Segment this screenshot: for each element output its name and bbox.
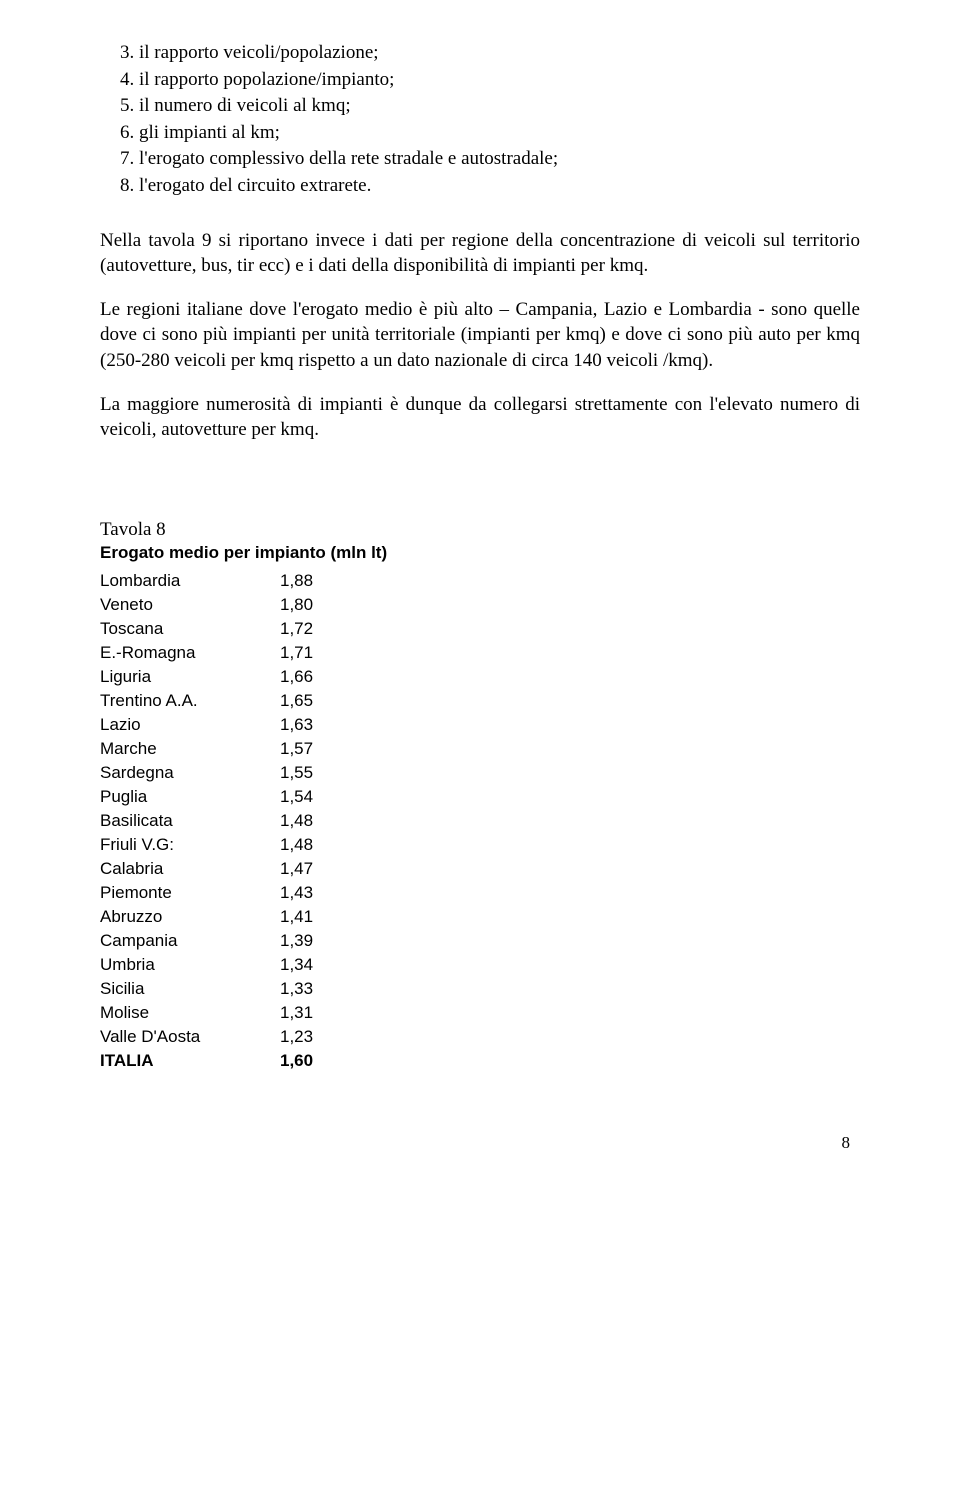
list-item-number: 6.: [120, 122, 139, 143]
table-row: Liguria1,66: [100, 665, 340, 689]
list-item-number: 5.: [120, 95, 139, 116]
table-cell-value: 1,66: [280, 665, 340, 689]
data-table: Lombardia1,88Veneto1,80Toscana1,72E.-Rom…: [100, 569, 340, 1073]
table-cell-region: E.-Romagna: [100, 641, 280, 665]
table-cell-region: Lombardia: [100, 569, 280, 593]
table-cell-value: 1,48: [280, 833, 340, 857]
list-item-text: il rapporto veicoli/popolazione;: [139, 42, 379, 63]
list-item: 7. l'erogato complessivo della rete stra…: [100, 146, 860, 173]
table-row: Molise1,31: [100, 1001, 340, 1025]
table-cell-region: Liguria: [100, 665, 280, 689]
paragraph-3: La maggiore numerosità di impianti è dun…: [100, 392, 860, 443]
table-cell-value: 1,57: [280, 737, 340, 761]
list-item-number: 3.: [120, 42, 139, 63]
list-item: 6. gli impianti al km;: [100, 120, 860, 147]
table-row: Calabria1,47: [100, 857, 340, 881]
table-cell-value: 1,55: [280, 761, 340, 785]
table-cell-value: 1,41: [280, 905, 340, 929]
table-cell-region: ITALIA: [100, 1049, 280, 1073]
table-row: Sardegna1,55: [100, 761, 340, 785]
table-row: Abruzzo1,41: [100, 905, 340, 929]
table-cell-value: 1,71: [280, 641, 340, 665]
table-cell-value: 1,88: [280, 569, 340, 593]
table-cell-region: Trentino A.A.: [100, 689, 280, 713]
table-cell-region: Sicilia: [100, 977, 280, 1001]
table-cell-value: 1,23: [280, 1025, 340, 1049]
list-item-text: il numero di veicoli al kmq;: [139, 95, 351, 116]
table-cell-value: 1,33: [280, 977, 340, 1001]
table-cell-region: Molise: [100, 1001, 280, 1025]
list-item: 5. il numero di veicoli al kmq;: [100, 93, 860, 120]
table-row: Valle D'Aosta1,23: [100, 1025, 340, 1049]
table-cell-region: Marche: [100, 737, 280, 761]
table-row: E.-Romagna1,71: [100, 641, 340, 665]
paragraph-2: Le regioni italiane dove l'erogato medio…: [100, 297, 860, 374]
table-cell-value: 1,47: [280, 857, 340, 881]
paragraph-1: Nella tavola 9 si riportano invece i dat…: [100, 228, 860, 279]
table-row: Umbria1,34: [100, 953, 340, 977]
table-title: Tavola 8: [100, 519, 860, 541]
list-item: 8. l'erogato del circuito extrarete.: [100, 173, 860, 200]
table-cell-value: 1,65: [280, 689, 340, 713]
page-container: 3. il rapporto veicoli/popolazione;4. il…: [0, 0, 960, 1193]
table-row: Puglia1,54: [100, 785, 340, 809]
table-cell-region: Veneto: [100, 593, 280, 617]
table-cell-region: Sardegna: [100, 761, 280, 785]
table-cell-region: Puglia: [100, 785, 280, 809]
list-item-text: gli impianti al km;: [139, 122, 280, 143]
table-row: Friuli V.G:1,48: [100, 833, 340, 857]
table-row: Piemonte1,43: [100, 881, 340, 905]
table-cell-value: 1,54: [280, 785, 340, 809]
list-item: 4. il rapporto popolazione/impianto;: [100, 67, 860, 94]
table-row: Basilicata1,48: [100, 809, 340, 833]
list-item: 3. il rapporto veicoli/popolazione;: [100, 40, 860, 67]
table-cell-region: Piemonte: [100, 881, 280, 905]
table-cell-region: Basilicata: [100, 809, 280, 833]
table-cell-value: 1,39: [280, 929, 340, 953]
table-cell-region: Toscana: [100, 617, 280, 641]
table-cell-value: 1,80: [280, 593, 340, 617]
table-row: Sicilia1,33: [100, 977, 340, 1001]
table-subtitle: Erogato medio per impianto (mln lt): [100, 543, 860, 563]
table-cell-value: 1,43: [280, 881, 340, 905]
list-item-number: 4.: [120, 69, 139, 90]
table-cell-value: 1,34: [280, 953, 340, 977]
list-item-number: 8.: [120, 175, 139, 196]
table-row: Toscana1,72: [100, 617, 340, 641]
table-cell-region: Umbria: [100, 953, 280, 977]
list-item-number: 7.: [120, 148, 139, 169]
table-cell-region: Campania: [100, 929, 280, 953]
page-number: 8: [100, 1133, 860, 1153]
table-cell-value: 1,31: [280, 1001, 340, 1025]
table-cell-value: 1,72: [280, 617, 340, 641]
table-row: Veneto1,80: [100, 593, 340, 617]
table-cell-region: Valle D'Aosta: [100, 1025, 280, 1049]
table-cell-region: Lazio: [100, 713, 280, 737]
table-cell-region: Friuli V.G:: [100, 833, 280, 857]
table-cell-region: Calabria: [100, 857, 280, 881]
list-item-text: l'erogato del circuito extrarete.: [139, 175, 371, 196]
list-item-text: l'erogato complessivo della rete stradal…: [139, 148, 558, 169]
table-cell-value: 1,63: [280, 713, 340, 737]
table-row: Lombardia1,88: [100, 569, 340, 593]
table-row: Lazio1,63: [100, 713, 340, 737]
table-cell-value: 1,48: [280, 809, 340, 833]
table-row: Trentino A.A.1,65: [100, 689, 340, 713]
list-item-text: il rapporto popolazione/impianto;: [139, 69, 394, 90]
numbered-list: 3. il rapporto veicoli/popolazione;4. il…: [100, 40, 860, 200]
table-cell-value: 1,60: [280, 1049, 340, 1073]
table-row: Campania1,39: [100, 929, 340, 953]
table-row: Marche1,57: [100, 737, 340, 761]
table-row: ITALIA1,60: [100, 1049, 340, 1073]
table-cell-region: Abruzzo: [100, 905, 280, 929]
